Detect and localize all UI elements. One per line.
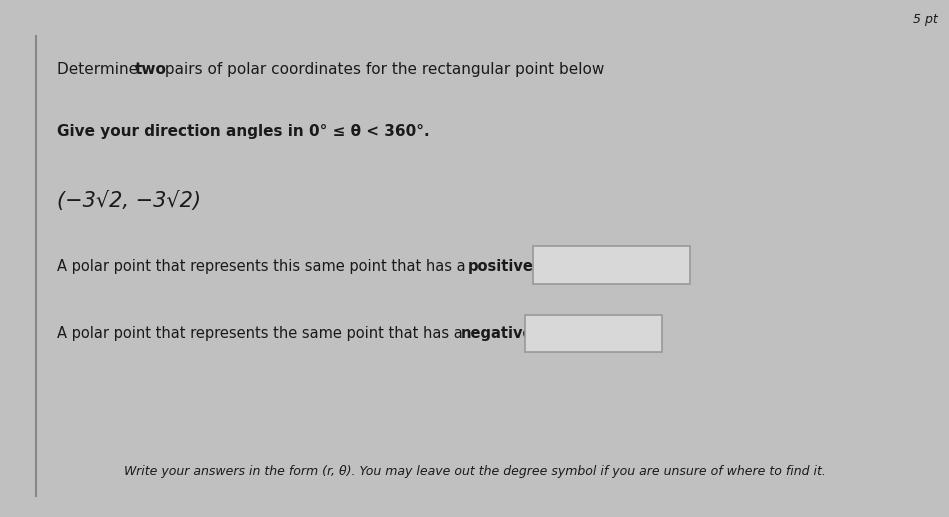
Text: Determine: Determine [57,62,143,77]
Text: A polar point that represents the same point that has a: A polar point that represents the same p… [57,326,467,341]
Text: negative: negative [460,326,532,341]
Text: pairs of polar coordinates for the rectangular point below: pairs of polar coordinates for the recta… [160,62,605,77]
Text: r value is: r value is [522,326,594,341]
Text: two: two [135,62,167,77]
Text: positive: positive [468,258,533,273]
Text: Give your direction angles in 0° ≤ θ < 360°.: Give your direction angles in 0° ≤ θ < 3… [57,124,430,139]
Text: r value is: r value is [527,258,599,273]
Text: Write your answers in the form (r, θ). You may leave out the degree symbol if yo: Write your answers in the form (r, θ). Y… [123,465,826,478]
Text: A polar point that represents this same point that has a: A polar point that represents this same … [57,258,470,273]
FancyBboxPatch shape [525,315,662,352]
FancyBboxPatch shape [533,246,690,284]
Text: 5 pt: 5 pt [913,13,938,26]
Text: (−3√2, −3√2): (−3√2, −3√2) [57,191,201,211]
